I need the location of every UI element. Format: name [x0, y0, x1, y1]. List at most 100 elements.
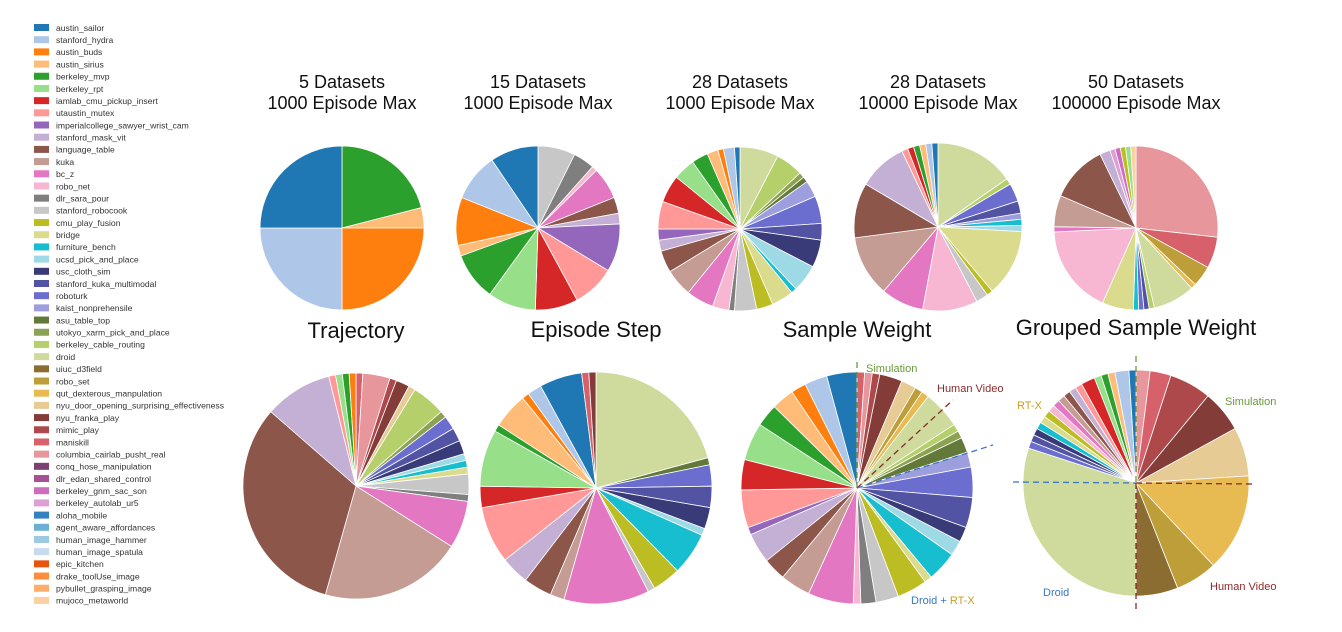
- legend-entry-robo-set: robo_set: [34, 376, 90, 386]
- chart-title: 1000 Episode Max: [267, 93, 416, 113]
- legend-label: conq_hose_manipulation: [56, 462, 152, 472]
- legend-swatch: [34, 462, 49, 470]
- legend-swatch: [34, 511, 49, 519]
- legend-label: nyu_door_opening_surprising_effectivenes…: [56, 401, 224, 411]
- pie-slice-droid: [937, 142, 1008, 228]
- label-simulation: Simulation: [866, 363, 917, 375]
- legend-entry-droid: droid: [34, 352, 75, 362]
- legend-entry-human-image-hammer: human_image_hammer: [34, 535, 147, 545]
- legend-label: berkeley_autolab_ur5: [56, 498, 139, 508]
- chart-title: 50 Datasets: [1088, 72, 1184, 92]
- pie-slice-droid: [1022, 447, 1137, 597]
- legend-swatch: [34, 133, 49, 141]
- legend-entry-nyu-door-opening-surprising-effectiveness: nyu_door_opening_surprising_effectivenes…: [34, 401, 224, 411]
- legend-swatch: [34, 72, 49, 80]
- legend-entry-berkeley-rpt: berkeley_rpt: [34, 84, 104, 94]
- group-annotations: Simulation Human Video Droid + RT-X Simulat…: [856, 356, 1276, 612]
- legend-entry-mimic-play: mimic_play: [34, 425, 100, 435]
- pie-slice-kuka: [854, 226, 939, 292]
- legend-swatch: [34, 60, 49, 68]
- legend-swatch: [34, 255, 49, 263]
- legend-label: berkeley_cable_routing: [56, 340, 145, 350]
- legend-entry-roboturk: roboturk: [34, 291, 88, 301]
- legend-entry-berkeley-cable-routing: berkeley_cable_routing: [34, 340, 145, 350]
- chart-title: 1000 Episode Max: [665, 93, 814, 113]
- chart-title: 5 Datasets: [299, 72, 385, 92]
- chart-title: Episode Step: [531, 317, 662, 342]
- legend-label: furniture_bench: [56, 242, 116, 252]
- legend-label: epic_kitchen: [56, 559, 104, 569]
- legend-swatch: [34, 279, 49, 287]
- legend-swatch: [34, 535, 49, 543]
- legend-label: berkeley_mvp: [56, 72, 110, 82]
- legend-swatch: [34, 340, 49, 348]
- legend-label: dlr_sara_pour: [56, 193, 109, 203]
- legend-entry-austin-sailor: austin_sailor: [34, 23, 104, 33]
- legend-entry-usc-cloth-sim: usc_cloth_sim: [34, 267, 110, 277]
- legend-label: kuka: [56, 157, 74, 167]
- pie-slice-mujoco-metaworld: [1130, 145, 1137, 229]
- legend-swatch: [34, 475, 49, 483]
- legend-swatch: [34, 36, 49, 44]
- pie-slice-berkeley-mvp: [341, 145, 422, 229]
- pie-slice-robo-net: [1053, 227, 1137, 304]
- legend-label: asu_table_top: [56, 315, 110, 325]
- legend-entry-human-image-spatula: human_image_spatula: [34, 547, 143, 557]
- legend-entry-aloha-mobile: aloha_mobile: [34, 510, 107, 520]
- legend-swatch: [34, 170, 49, 178]
- legend-label: ucsd_pick_and_place: [56, 254, 139, 264]
- legend-swatch: [34, 109, 49, 117]
- legend-entry-stanford-robocook: stanford_robocook: [34, 206, 128, 216]
- legend-label: stanford_kuka_multimodal: [56, 279, 156, 289]
- pie-slice-kuka: [324, 485, 453, 600]
- legend-label: language_table: [56, 145, 115, 155]
- legend-label: bc_z: [56, 169, 74, 179]
- legend-label: stanford_robocook: [56, 206, 128, 216]
- pie-slice-austin-sailor: [931, 142, 939, 228]
- chart-title: Sample Weight: [783, 317, 932, 342]
- legend-label: nyu_franka_play: [56, 413, 120, 423]
- legend-entry-berkeley-gnm-sac-son: berkeley_gnm_sac_son: [34, 486, 147, 496]
- legend-label: dlr_edan_shared_control: [56, 474, 151, 484]
- legend-swatch: [34, 243, 49, 251]
- legend-swatch: [34, 426, 49, 434]
- legend-entry-kuka: kuka: [34, 157, 74, 167]
- legend-entry-epic-kitchen: epic_kitchen: [34, 559, 104, 569]
- pie-slice-austin-sailor: [259, 145, 343, 229]
- legend-label: stanford_mask_vit: [56, 133, 126, 143]
- legend-swatch: [34, 304, 49, 312]
- legend-entry-austin-buds: austin_buds: [34, 47, 102, 57]
- legend-label: austin_sirius: [56, 59, 104, 69]
- legend-entry-qut-dexterous-manpulation: qut_dexterous_manpulation: [34, 389, 162, 399]
- legend-label: mujoco_metaworld: [56, 596, 128, 606]
- legend-entry-utaustin-mutex: utaustin_mutex: [34, 108, 115, 118]
- legend-swatch: [34, 365, 49, 373]
- legend-swatch: [34, 584, 49, 592]
- legend-swatch: [34, 414, 49, 422]
- legend-swatch: [34, 548, 49, 556]
- legend-swatch: [34, 194, 49, 202]
- legend-swatch: [34, 401, 49, 409]
- legend-swatch: [34, 24, 49, 31]
- legend-label: human_image_hammer: [56, 535, 147, 545]
- pie-slice-qut-dexterous-manpulation: [1135, 475, 1250, 566]
- legend-swatch: [34, 219, 49, 227]
- legend-entry-robo-net: robo_net: [34, 181, 91, 191]
- legend-label: human_image_spatula: [56, 547, 143, 557]
- legend-entry-columbia-cairlab-pusht-real: columbia_cairlab_pusht_real: [34, 449, 165, 459]
- legend-entry-maniskill: maniskill: [34, 437, 89, 447]
- legend-entry-agent-aware-affordances: agent_aware_affordances: [34, 523, 155, 533]
- legend-entry-conq-hose-manipulation: conq_hose_manipulation: [34, 462, 152, 472]
- legend-label: berkeley_rpt: [56, 84, 104, 94]
- chart-title: 1000 Episode Max: [463, 93, 612, 113]
- legend-label: robo_set: [56, 376, 90, 386]
- legend-entry-uiuc-d3field: uiuc_d3field: [34, 364, 102, 374]
- legend-entry-bc-z: bc_z: [34, 169, 74, 179]
- legend-entry-cmu-play-fusion: cmu_play_fusion: [34, 218, 121, 228]
- pie-chart-episode-step: Episode Step: [479, 317, 713, 605]
- legend-label: stanford_hydra: [56, 35, 114, 45]
